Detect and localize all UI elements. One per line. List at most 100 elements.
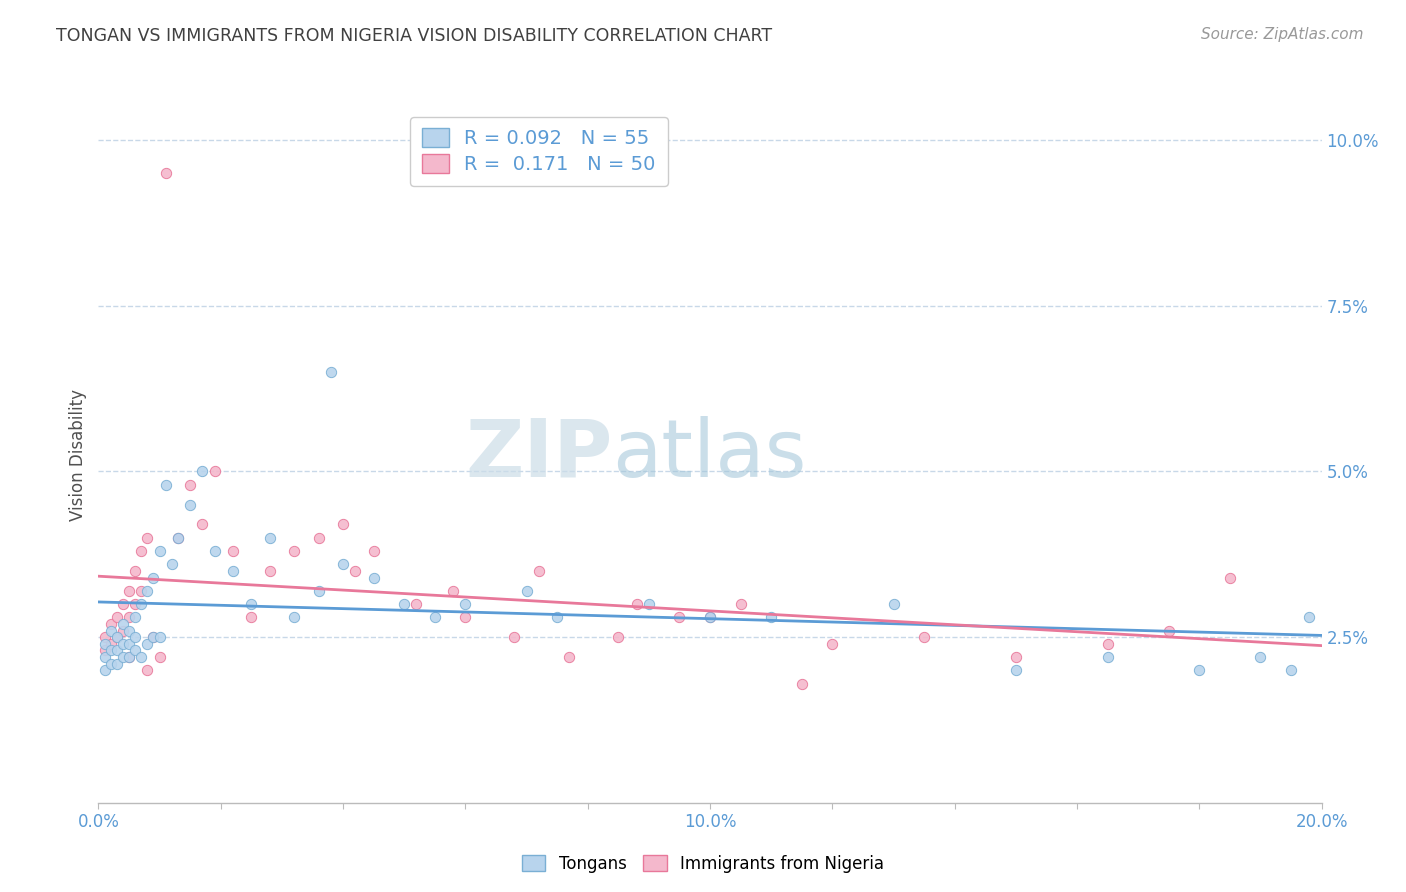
Point	[527, 564, 550, 578]
Point	[105, 630, 128, 644]
Text: ZIP: ZIP	[465, 416, 612, 494]
Point	[1249, 650, 1271, 665]
Point	[790, 676, 813, 690]
Point	[124, 564, 146, 578]
Point	[93, 630, 115, 644]
Point	[912, 630, 935, 644]
Point	[167, 531, 190, 545]
Legend: R = 0.092   N = 55, R =  0.171   N = 50: R = 0.092 N = 55, R = 0.171 N = 50	[411, 117, 668, 186]
Point	[136, 637, 159, 651]
Point	[883, 597, 905, 611]
Point	[699, 610, 721, 624]
Point	[179, 477, 201, 491]
Point	[100, 643, 122, 657]
Point	[124, 597, 146, 611]
Point	[1004, 663, 1026, 677]
Point	[118, 624, 141, 638]
Point	[100, 637, 122, 651]
Point	[136, 531, 159, 545]
Point	[607, 630, 630, 644]
Point	[1097, 637, 1119, 651]
Point	[204, 465, 226, 479]
Point	[283, 544, 305, 558]
Point	[1188, 663, 1211, 677]
Point	[423, 610, 446, 624]
Point	[344, 564, 367, 578]
Point	[821, 637, 844, 651]
Text: atlas: atlas	[612, 416, 807, 494]
Point	[93, 650, 115, 665]
Point	[730, 597, 752, 611]
Point	[155, 477, 177, 491]
Point	[503, 630, 526, 644]
Point	[558, 650, 581, 665]
Point	[136, 663, 159, 677]
Point	[118, 637, 141, 651]
Point	[142, 630, 165, 644]
Point	[118, 583, 141, 598]
Legend: Tongans, Immigrants from Nigeria: Tongans, Immigrants from Nigeria	[516, 848, 890, 880]
Point	[149, 650, 172, 665]
Point	[668, 610, 690, 624]
Point	[626, 597, 648, 611]
Point	[332, 517, 354, 532]
Point	[454, 610, 477, 624]
Point	[118, 650, 141, 665]
Point	[111, 650, 134, 665]
Point	[111, 624, 134, 638]
Point	[129, 650, 152, 665]
Point	[136, 583, 159, 598]
Point	[111, 637, 134, 651]
Point	[100, 657, 122, 671]
Point	[240, 610, 263, 624]
Point	[100, 616, 122, 631]
Point	[405, 597, 427, 611]
Point	[118, 650, 141, 665]
Point	[441, 583, 464, 598]
Point	[363, 544, 385, 558]
Point	[100, 624, 122, 638]
Point	[105, 630, 128, 644]
Point	[105, 657, 128, 671]
Point	[129, 583, 152, 598]
Point	[124, 643, 146, 657]
Point	[204, 544, 226, 558]
Point	[319, 365, 342, 379]
Point	[259, 564, 281, 578]
Point	[155, 166, 177, 180]
Point	[129, 544, 152, 558]
Point	[129, 597, 152, 611]
Point	[124, 630, 146, 644]
Point	[142, 570, 165, 584]
Point	[363, 570, 385, 584]
Point	[93, 637, 115, 651]
Point	[332, 558, 354, 572]
Point	[160, 558, 183, 572]
Point	[308, 531, 330, 545]
Point	[259, 531, 281, 545]
Point	[1219, 570, 1241, 584]
Point	[1004, 650, 1026, 665]
Point	[283, 610, 305, 624]
Point	[392, 597, 416, 611]
Text: TONGAN VS IMMIGRANTS FROM NIGERIA VISION DISABILITY CORRELATION CHART: TONGAN VS IMMIGRANTS FROM NIGERIA VISION…	[56, 27, 772, 45]
Point	[191, 465, 214, 479]
Point	[240, 597, 263, 611]
Point	[222, 564, 245, 578]
Point	[637, 597, 661, 611]
Point	[191, 517, 214, 532]
Point	[149, 630, 172, 644]
Point	[454, 597, 477, 611]
Point	[1279, 663, 1302, 677]
Point	[142, 630, 165, 644]
Point	[1298, 610, 1320, 624]
Point	[111, 616, 134, 631]
Point	[1097, 650, 1119, 665]
Point	[179, 498, 201, 512]
Point	[516, 583, 538, 598]
Point	[105, 643, 128, 657]
Point	[149, 544, 172, 558]
Point	[167, 531, 190, 545]
Point	[105, 610, 128, 624]
Point	[124, 610, 146, 624]
